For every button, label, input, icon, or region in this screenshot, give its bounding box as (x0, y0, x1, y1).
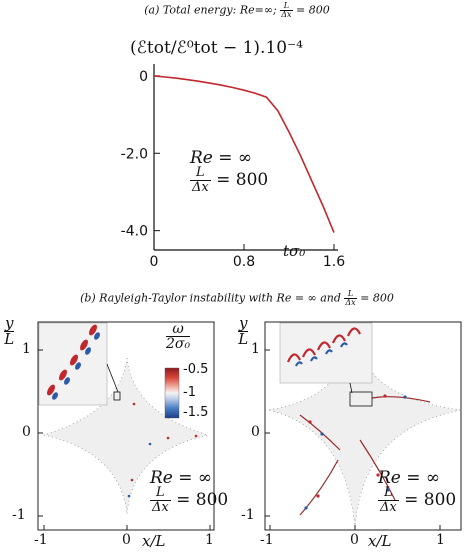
chart-ratio-fraction: L Δx (190, 166, 211, 195)
right-x-tick-1: 1 (436, 532, 445, 548)
right-annotation: Re = ∞ L Δx = 800 (378, 468, 456, 515)
caption-b-frac-den: Δx (345, 298, 356, 307)
left-x-axis-label: x/L (142, 532, 165, 550)
caption-a-prefix: (a) Total energy: Re=∞; (144, 3, 281, 17)
chart-ticks: 0-2.0-4.00 0.8 1.6 (121, 69, 346, 270)
y-tick-label: -2.0 (121, 146, 148, 162)
chart-ratio-row: L Δx = 800 (190, 166, 268, 195)
y-tick-label: -4.0 (121, 224, 148, 240)
left-ratio-num: L (150, 486, 171, 501)
right-jets (299, 396, 431, 516)
left-y-label-num: y (4, 314, 15, 332)
right-x-axis-label-text: x/L (368, 532, 392, 550)
x-tick-label: 1.6 (323, 254, 345, 270)
y-tick-label: 0 (139, 69, 148, 85)
right-re-label: Re = ∞ (378, 468, 441, 488)
colorbar-gradient (164, 367, 180, 419)
caption-a-frac-num: L (280, 2, 293, 11)
chart-ratio-num: L (190, 166, 211, 181)
caption-b-fraction: L Δx (344, 290, 357, 307)
left-astroid-shape (44, 358, 208, 514)
colorbar-label-den: 2σ₀ (166, 336, 191, 352)
left-y-tick-0: 0 (22, 424, 31, 440)
colorbar-tick-bottom: -1.5 (183, 405, 209, 420)
left-panel (37, 321, 215, 531)
right-ratio-fraction: L Δx (378, 486, 399, 515)
right-y-tick-1: 1 (251, 341, 260, 357)
caption-b: (b) Rayleigh-Taylor instability with Re … (0, 290, 474, 307)
right-y-tick-0: 0 (251, 424, 260, 440)
chart-xlabel-text: tσ₀ (283, 242, 306, 260)
left-x-tick-1: 1 (205, 532, 214, 548)
left-ratio-value: = 800 (176, 490, 229, 510)
x-tick-label: 0 (150, 254, 159, 270)
left-ratio-den: Δx (152, 500, 169, 515)
right-zoom-box (349, 391, 373, 407)
caption-a-suffix: = 800 (292, 3, 330, 17)
colorbar-label-num: ω (166, 322, 191, 337)
left-y-axis-label: y L (4, 314, 15, 348)
chart-ylabel: (ℰtot/ℰ⁰tot − 1).10⁻⁴ (130, 38, 303, 58)
caption-a-frac-den: Δx (281, 10, 292, 19)
left-x-axis-label-text: x/L (142, 532, 166, 550)
right-ratio-row: L Δx = 800 (378, 486, 456, 515)
caption-b-suffix: = 800 (356, 291, 394, 305)
right-ratio-den: Δx (380, 500, 397, 515)
left-vortex-marks (127, 402, 198, 498)
chart-xlabel: tσ₀ (283, 242, 305, 260)
left-y-tick-1: 1 (22, 341, 31, 357)
caption-a-fraction: L Δx (280, 2, 293, 19)
x-tick-label: 0.8 (233, 254, 255, 270)
colorbar-tick-mid: -1 (183, 385, 196, 400)
right-astroid-shape (268, 330, 462, 528)
left-ratio-fraction: L Δx (150, 486, 171, 515)
right-y-label-den: L (238, 330, 249, 348)
right-panel (264, 321, 463, 531)
left-inset-vortices (47, 324, 100, 400)
left-y-label-den: L (4, 330, 15, 348)
left-inset-pointer (106, 363, 119, 393)
colorbar-label: ω 2σ₀ (166, 322, 191, 352)
right-ratio-value: = 800 (404, 490, 457, 510)
right-y-axis-label: y L (238, 314, 249, 348)
left-re-label: Re = ∞ (150, 468, 213, 488)
right-vortex-marks (304, 394, 407, 510)
chart-series (153, 75, 335, 233)
left-x-tick-neg1: -1 (34, 532, 48, 548)
left-zoom-box (113, 391, 121, 401)
right-x-tick-0: 0 (350, 532, 359, 548)
right-ratio-num: L (378, 486, 399, 501)
chart-axes (153, 64, 338, 251)
right-inset-pointer (349, 382, 353, 394)
left-axis-ticks (38, 349, 211, 530)
chart-re-label: Re = ∞ (190, 148, 253, 168)
left-y-tick-neg1: -1 (12, 507, 26, 523)
energy-series-line (153, 75, 335, 233)
caption-a: (a) Total energy: Re=∞; L Δx = 800 (0, 2, 474, 19)
energy-chart: 0-2.0-4.00 0.8 1.6 (121, 64, 346, 270)
caption-b-frac-num: L (344, 290, 357, 299)
caption-b-prefix: (b) Rayleigh-Taylor instability with Re … (80, 291, 345, 305)
left-annotation: Re = ∞ L Δx = 800 (150, 468, 228, 515)
right-inset-vortices (286, 327, 361, 367)
colorbar-tick-top: -0.5 (183, 362, 209, 377)
right-y-tick-neg1: -1 (241, 507, 255, 523)
right-axis-ticks (265, 349, 441, 530)
chart-ratio-value: = 800 (216, 170, 269, 190)
simulation-panels (37, 321, 463, 531)
right-y-label-num: y (238, 314, 249, 332)
left-x-tick-0: 0 (122, 532, 131, 548)
left-astroid-interface (42, 357, 210, 515)
right-x-tick-neg1: -1 (260, 532, 274, 548)
chart-ratio-den: Δx (192, 180, 209, 195)
left-ratio-row: L Δx = 800 (150, 486, 228, 515)
right-x-axis-label: x/L (368, 532, 391, 550)
chart-annotation: Re = ∞ L Δx = 800 (190, 148, 268, 195)
